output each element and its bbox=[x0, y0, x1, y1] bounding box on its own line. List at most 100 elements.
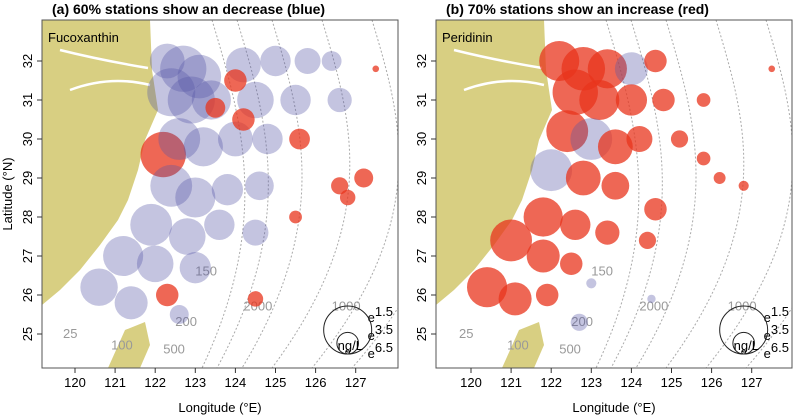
yangtze-river bbox=[453, 48, 545, 92]
size-legend-unit: ng/L bbox=[338, 338, 363, 353]
size-legend-label: e1.5 bbox=[764, 304, 789, 325]
decrease-bubble bbox=[177, 54, 222, 99]
y-tick-label: 30 bbox=[414, 132, 429, 146]
map-panel-a: 2000100020050015025100e1.5e3.5e6.5ng/L(a… bbox=[0, 1, 399, 415]
decrease-bubble bbox=[252, 123, 283, 155]
increase-bubble bbox=[490, 219, 533, 262]
size-legend-unit: ng/L bbox=[734, 338, 759, 353]
increase-bubble bbox=[615, 84, 648, 116]
pigment-label: Fucoxanthin bbox=[48, 30, 119, 45]
increase-bubble bbox=[644, 49, 667, 73]
decrease-bubble bbox=[327, 87, 352, 113]
size-legend-label: e1.5 bbox=[368, 304, 393, 325]
increase-bubble bbox=[560, 209, 591, 240]
x-axis-label: Longitude (°E) bbox=[572, 400, 655, 415]
legend-exponent: 3.5 bbox=[375, 322, 393, 337]
increase-bubble bbox=[546, 110, 589, 153]
decrease-bubble bbox=[647, 294, 656, 304]
contour-line bbox=[705, 20, 792, 368]
y-tick-label: 27 bbox=[414, 249, 429, 263]
x-tick-label: 127 bbox=[345, 375, 367, 390]
contour-line bbox=[665, 20, 745, 368]
increase-bubble bbox=[498, 282, 532, 316]
contour-label: 500 bbox=[163, 342, 185, 357]
y-tick-label: 31 bbox=[20, 93, 35, 107]
y-tick-label: 25 bbox=[414, 327, 429, 341]
taiwan-island bbox=[108, 322, 150, 368]
decrease-bubble bbox=[103, 235, 144, 277]
x-tick-label: 125 bbox=[661, 375, 683, 390]
x-tick-label: 124 bbox=[621, 375, 643, 390]
x-tick-label: 124 bbox=[225, 375, 247, 390]
increase-bubble bbox=[467, 267, 508, 308]
contour-line bbox=[201, 20, 246, 368]
mainland-china bbox=[42, 20, 158, 305]
decrease-bubble bbox=[211, 174, 244, 206]
decrease-bubble bbox=[321, 51, 342, 71]
mainland-china bbox=[436, 20, 552, 305]
contour-line bbox=[745, 307, 792, 368]
legend-base: e bbox=[368, 310, 375, 325]
x-tick-label: 122 bbox=[540, 375, 562, 390]
increase-bubble bbox=[140, 131, 186, 178]
x-tick-label: 122 bbox=[144, 375, 166, 390]
panel-title: (a) 60% stations show an decrease (blue) bbox=[52, 1, 325, 17]
decrease-bubble bbox=[114, 286, 148, 320]
station-bubbles bbox=[467, 40, 776, 331]
y-tick-label: 30 bbox=[20, 132, 35, 146]
increase-bubble bbox=[523, 197, 563, 237]
contour-label: 25 bbox=[63, 326, 77, 341]
increase-bubble bbox=[587, 49, 627, 89]
legend-exponent: 1.5 bbox=[375, 304, 393, 319]
increase-bubble bbox=[289, 210, 302, 224]
increase-bubble bbox=[247, 291, 264, 307]
increase-bubble bbox=[224, 69, 247, 92]
y-tick-label: 29 bbox=[20, 171, 35, 185]
legend-exponent: 6.5 bbox=[375, 340, 393, 355]
increase-bubble bbox=[289, 128, 310, 150]
contour-line bbox=[216, 20, 269, 368]
x-tick-label: 121 bbox=[104, 375, 126, 390]
panel-title: (b) 70% stations show an increase (red) bbox=[446, 1, 709, 17]
contour-line bbox=[241, 20, 303, 368]
x-tick-label: 120 bbox=[64, 375, 86, 390]
decrease-bubble bbox=[158, 118, 201, 160]
contour-label: 100 bbox=[111, 338, 133, 353]
y-tick-label: 26 bbox=[414, 288, 429, 302]
legend-exponent: 1.5 bbox=[771, 304, 789, 319]
increase-bubble bbox=[738, 180, 749, 191]
increase-bubble bbox=[595, 220, 620, 245]
decrease-bubble bbox=[147, 68, 196, 117]
decrease-bubble bbox=[175, 177, 216, 218]
increase-bubble bbox=[652, 88, 675, 112]
plot-frame bbox=[435, 19, 793, 369]
increase-bubble bbox=[601, 171, 630, 200]
increase-bubble bbox=[768, 65, 776, 73]
increase-bubble bbox=[638, 231, 657, 249]
y-tick-label: 29 bbox=[414, 171, 429, 185]
contour-label: 25 bbox=[459, 326, 473, 341]
size-legend-label: e6.5 bbox=[764, 340, 789, 361]
x-tick-label: 125 bbox=[265, 375, 287, 390]
increase-bubble bbox=[205, 97, 226, 118]
size-legend-label: e6.5 bbox=[368, 340, 393, 361]
x-tick-label: 123 bbox=[580, 375, 602, 390]
y-tick-label: 32 bbox=[414, 54, 429, 68]
increase-bubble bbox=[535, 283, 559, 307]
x-axis-label: Longitude (°E) bbox=[178, 400, 261, 415]
increase-bubble bbox=[579, 79, 620, 121]
contour-label: 500 bbox=[559, 342, 581, 357]
decrease-bubble bbox=[586, 278, 597, 289]
legend-base: e bbox=[368, 346, 375, 361]
contour-line bbox=[311, 20, 398, 368]
contour-line bbox=[635, 20, 697, 368]
legend-exponent: 3.5 bbox=[771, 322, 789, 337]
legend-base: e bbox=[764, 310, 771, 325]
contour-line bbox=[271, 20, 351, 368]
contour-label: 150 bbox=[591, 264, 613, 279]
y-tick-label: 28 bbox=[414, 210, 429, 224]
decrease-bubble bbox=[245, 171, 274, 201]
increase-bubble bbox=[696, 151, 711, 166]
contour-label: 150 bbox=[195, 264, 217, 279]
